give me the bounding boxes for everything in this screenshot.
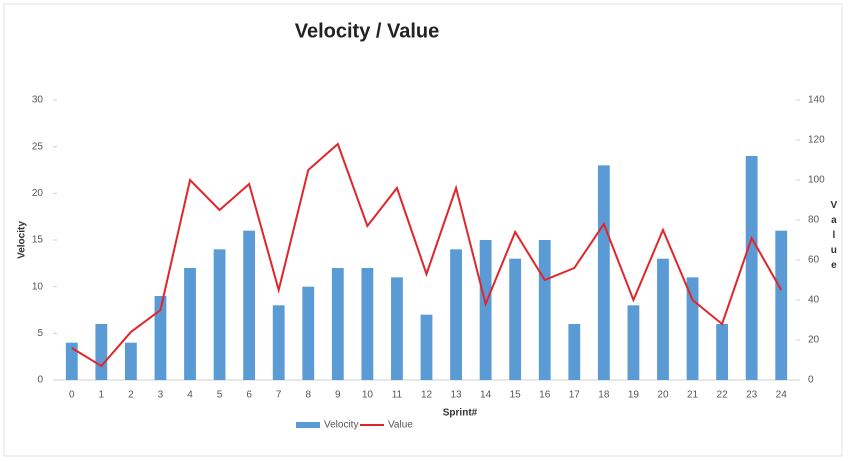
y2-tick-label: 40 [808, 295, 820, 306]
bar [450, 249, 462, 380]
x-tick-label: 13 [450, 390, 462, 401]
value-line [71, 142, 783, 368]
bar [184, 268, 196, 380]
x-tick-label: 21 [687, 390, 699, 401]
bar [154, 296, 167, 380]
bar [627, 305, 640, 380]
legend-label: Velocity [324, 420, 358, 431]
x-tick-label: 14 [480, 390, 492, 401]
x-tick-label: 16 [539, 390, 551, 401]
bar [272, 305, 285, 380]
bar [420, 314, 433, 380]
x-tick-label: 10 [362, 390, 374, 401]
bar [568, 324, 581, 380]
y-tick-label: 20 [32, 188, 44, 199]
x-tick-label: 9 [335, 390, 341, 401]
bar [716, 324, 729, 380]
chart-title: Velocity / Value [295, 20, 440, 42]
y2-tick-label: 140 [808, 95, 825, 106]
bar [597, 165, 610, 380]
legend-label: Value [388, 420, 413, 431]
y-axis-title: Velocity [17, 221, 28, 259]
x-tick-label: 7 [276, 390, 282, 401]
bar [745, 156, 758, 380]
bar [657, 258, 669, 380]
bar [331, 268, 344, 380]
x-tick-label: 0 [69, 390, 75, 401]
y2-tick-label: 100 [808, 175, 825, 186]
x-tick-label: 20 [657, 390, 669, 401]
x-tick-label: 5 [217, 390, 223, 401]
y2-axis-title: Value [828, 200, 839, 275]
bar [65, 342, 78, 380]
bar [124, 342, 137, 380]
bar [538, 240, 551, 380]
bar [361, 268, 374, 380]
y2-tick-label: 20 [808, 335, 820, 346]
bar [775, 230, 788, 380]
x-axis-title: Sprint# [443, 408, 478, 419]
y2-tick-label: 0 [808, 375, 814, 386]
x-tick-label: 1 [99, 390, 105, 401]
y-tick-label: 0 [37, 375, 43, 386]
y-tick-label: 15 [32, 235, 44, 246]
x-tick-label: 17 [569, 390, 581, 401]
y2-tick-label: 120 [808, 135, 825, 146]
bar [479, 240, 492, 380]
bar [391, 277, 403, 380]
x-tick-label: 15 [510, 390, 522, 401]
bar [213, 249, 226, 380]
y-tick-label: 5 [37, 328, 43, 339]
y2-tick-label: 80 [808, 215, 820, 226]
x-tick-label: 2 [128, 390, 134, 401]
bar [302, 286, 315, 380]
x-tick-label: 3 [158, 390, 164, 401]
legend-swatch [296, 422, 320, 428]
x-tick-label: 8 [305, 390, 311, 401]
x-tick-label: 12 [421, 390, 433, 401]
x-tick-label: 4 [187, 390, 193, 401]
x-tick-label: 22 [717, 390, 729, 401]
y2-tick-label: 60 [808, 255, 820, 266]
y-tick-label: 25 [32, 141, 44, 152]
bar [509, 258, 522, 380]
x-tick-label: 6 [246, 390, 252, 401]
y-tick-label: 30 [32, 95, 44, 106]
bar [95, 324, 108, 380]
x-tick-label: 23 [746, 390, 758, 401]
chart-border [3, 3, 843, 457]
bar [686, 277, 699, 380]
x-tick-label: 11 [392, 390, 403, 401]
x-tick-label: 19 [628, 390, 640, 401]
x-tick-label: 18 [598, 390, 610, 401]
x-tick-label: 24 [776, 390, 788, 401]
y-tick-label: 10 [32, 281, 44, 292]
bar [243, 230, 256, 380]
